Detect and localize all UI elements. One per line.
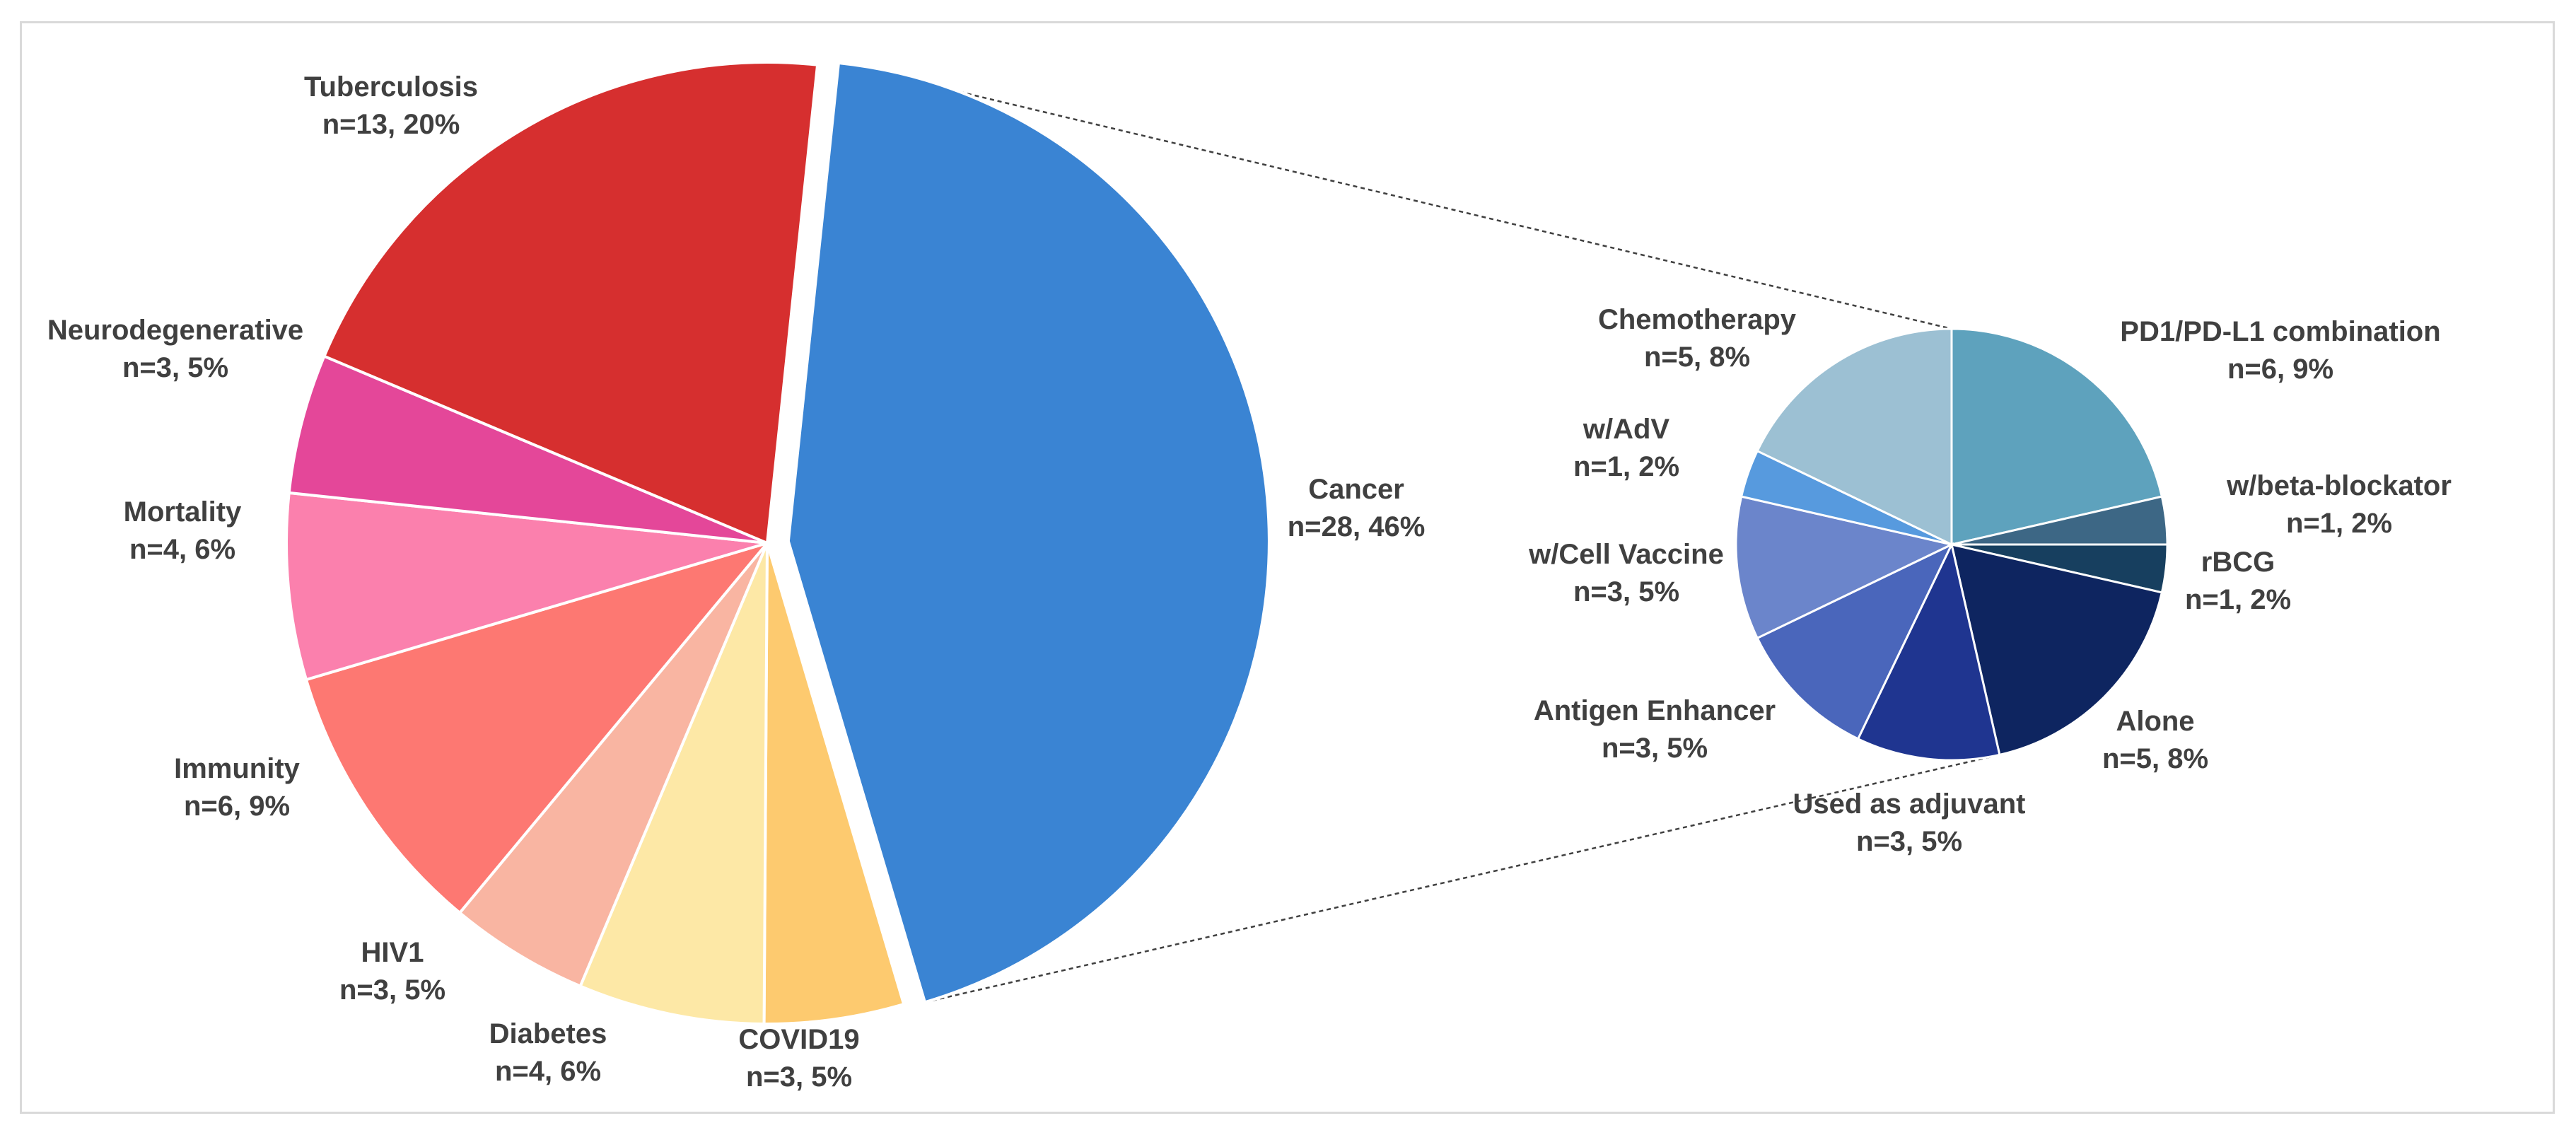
slice-label-name: w/AdV xyxy=(1583,414,1670,445)
label-chemotherapy: Chemotherapy n=5, 8% xyxy=(1598,304,1797,373)
slice-label-count: n=13, 20% xyxy=(322,109,460,140)
slice-mortality xyxy=(285,491,768,682)
slice-tuberculosis xyxy=(322,61,820,545)
slice-label-count: n=1, 2% xyxy=(2185,584,2291,615)
slice-label-count: n=3, 5% xyxy=(1856,826,1962,857)
slice-label-count: n=3, 5% xyxy=(1602,733,1708,764)
label-diabetes: Diabetes n=4, 6% xyxy=(489,1018,607,1087)
slice-label-name: Cancer xyxy=(1308,474,1404,505)
label-w-beta-blockator: w/beta-blockator n=1, 2% xyxy=(2226,470,2452,539)
slice-w-cell-vaccine xyxy=(1735,495,1955,640)
slice-label-count: n=5, 8% xyxy=(1644,342,1750,373)
label-antigen-enhancer: Antigen Enhancer n=3, 5% xyxy=(1534,695,1776,764)
slice-labels: Cancer n=28, 46% COVID19 n=3, 5% Diabetes n=4… xyxy=(47,71,2452,1093)
slice-label-name: Neurodegenerative xyxy=(47,315,303,346)
label-tuberculosis: Tuberculosis n=13, 20% xyxy=(304,71,478,140)
label-covid19: COVID19 n=3, 5% xyxy=(738,1024,859,1093)
label-mortality: Mortality n=4, 6% xyxy=(124,496,242,565)
slice-label-name: Tuberculosis xyxy=(304,71,478,103)
label-neurodegenerative: Neurodegenerative n=3, 5% xyxy=(47,315,303,383)
label-used-as-adjuvant: Used as adjuvant n=3, 5% xyxy=(1793,788,2025,857)
slice-label-count: n=6, 9% xyxy=(184,791,290,822)
slice-used-as-adjuvant xyxy=(1856,541,2001,762)
slice-label-name: COVID19 xyxy=(738,1024,859,1055)
slice-label-name: Chemotherapy xyxy=(1598,304,1797,335)
slice-label-name: Alone xyxy=(2116,706,2194,737)
slice-label-count: n=4, 6% xyxy=(129,534,235,565)
slice-label-count: n=4, 6% xyxy=(495,1056,601,1087)
slice-chemotherapy xyxy=(1756,327,1953,547)
label-pd1-pd-l1-combination: PD1/PD-L1 combination n=6, 9% xyxy=(2120,316,2440,385)
slice-label-name: w/beta-blockator xyxy=(2226,470,2452,501)
slice-label-name: HIV1 xyxy=(361,937,424,968)
slice-label-name: PD1/PD-L1 combination xyxy=(2120,316,2440,347)
slice-label-name: rBCG xyxy=(2201,547,2275,578)
slice-label-count: n=3, 5% xyxy=(1573,576,1679,607)
slice-neurodegenerative xyxy=(287,354,768,545)
slice-immunity xyxy=(304,540,771,915)
slice-diabetes xyxy=(578,542,769,1026)
slice-label-count: n=5, 8% xyxy=(2102,743,2208,774)
label-w-adv: w/AdV n=1, 2% xyxy=(1573,414,1679,482)
label-rbcg: rBCG n=1, 2% xyxy=(2185,547,2291,615)
slice-label-count: n=3, 5% xyxy=(122,352,228,383)
slice-label-count: n=28, 46% xyxy=(1288,511,1426,542)
label-w-cell-vaccine: w/Cell Vaccine n=3, 5% xyxy=(1528,539,1724,607)
slice-alone xyxy=(1950,543,2164,757)
slice-label-count: n=1, 2% xyxy=(1573,451,1679,482)
slice-label-name: w/Cell Vaccine xyxy=(1528,539,1724,570)
slice-label-name: Used as adjuvant xyxy=(1793,788,2025,820)
slice-cancer xyxy=(786,61,1271,1004)
connector-line-top xyxy=(838,62,1952,330)
slice-antigen-enhancer xyxy=(1756,542,1954,740)
slice-label-count: n=6, 9% xyxy=(2227,354,2333,385)
slice-label-name: Immunity xyxy=(174,753,301,784)
label-hiv1: HIV1 n=3, 5% xyxy=(339,937,445,1006)
label-alone: Alone n=5, 8% xyxy=(2102,706,2208,774)
slice-label-count: n=1, 2% xyxy=(2286,508,2392,539)
slice-label-count: n=3, 5% xyxy=(339,974,445,1006)
slice-label-name: Mortality xyxy=(124,496,242,528)
slice-covid19 xyxy=(762,542,906,1025)
breakdown-pie xyxy=(1735,327,2169,762)
label-immunity: Immunity n=6, 9% xyxy=(174,753,301,822)
label-cancer: Cancer n=28, 46% xyxy=(1288,474,1426,542)
slice-hiv1 xyxy=(457,542,769,989)
slice-pd1-pd-l1-combination xyxy=(1950,327,2164,546)
slice-label-name: Diabetes xyxy=(489,1018,607,1049)
slice-label-name: Antigen Enhancer xyxy=(1534,695,1776,726)
slice-label-count: n=3, 5% xyxy=(746,1061,852,1093)
main-pie xyxy=(285,61,1271,1026)
connector-lines xyxy=(838,62,1997,1003)
